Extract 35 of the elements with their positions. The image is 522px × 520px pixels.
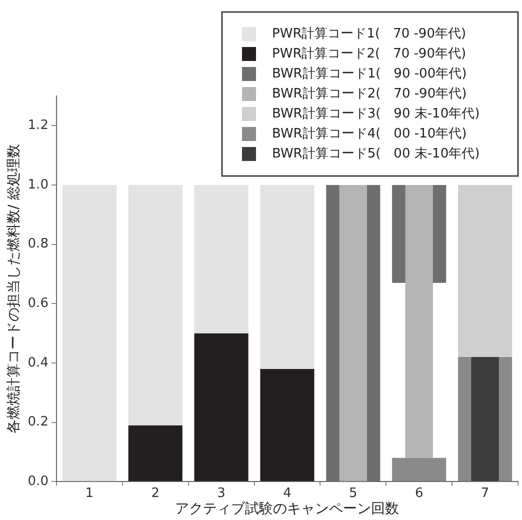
bar [62, 184, 116, 482]
x-tick-label: 3 [217, 486, 226, 501]
bar [458, 184, 512, 358]
bar [405, 184, 433, 458]
legend-label: BWR計算コード5( 00 末-10年代) [272, 146, 480, 162]
y-tick-label: 0.2 [28, 414, 48, 430]
y-tick-label: 0.0 [28, 474, 48, 489]
y-tick-label: 1.0 [28, 177, 48, 192]
legend-label: PWR計算コード1( 70 -90年代) [272, 26, 466, 42]
legend-label: BWR計算コード1( 90 -00年代) [272, 66, 467, 82]
x-tick-label: 7 [480, 486, 490, 501]
bar [339, 184, 368, 482]
y-tick-label: 1.2 [28, 118, 48, 134]
bar [392, 458, 446, 482]
x-tick-label: 5 [349, 486, 358, 501]
y-tick-label: 0.6 [28, 296, 48, 312]
bar [471, 357, 499, 482]
bar [260, 184, 314, 369]
legend-label: PWR計算コード2( 70 -90年代) [272, 46, 466, 62]
y-tick-label: 0.4 [28, 355, 48, 370]
legend-label: BWR計算コード4( 00 -10年代) [272, 126, 467, 142]
bar [194, 184, 248, 334]
x-axis-title: アクティブ試験のキャンペーン回数 [175, 501, 400, 518]
bar [128, 184, 182, 426]
x-tick-label: 6 [414, 486, 424, 501]
legend-label: BWR計算コード3( 90 末-10年代) [272, 106, 480, 122]
bar [128, 425, 182, 482]
y-tick-label: 0.8 [28, 236, 48, 252]
bar [194, 333, 248, 482]
x-tick-label: 2 [151, 486, 160, 501]
legend-label: BWR計算コード2( 70 -90年代) [272, 86, 467, 102]
y-axis-title: 各燃焼計算コードの担当した燃料数/ 総処理数 [6, 144, 22, 434]
x-tick-label: 4 [283, 486, 292, 501]
bar [260, 368, 314, 482]
x-tick-label: 1 [85, 486, 94, 501]
